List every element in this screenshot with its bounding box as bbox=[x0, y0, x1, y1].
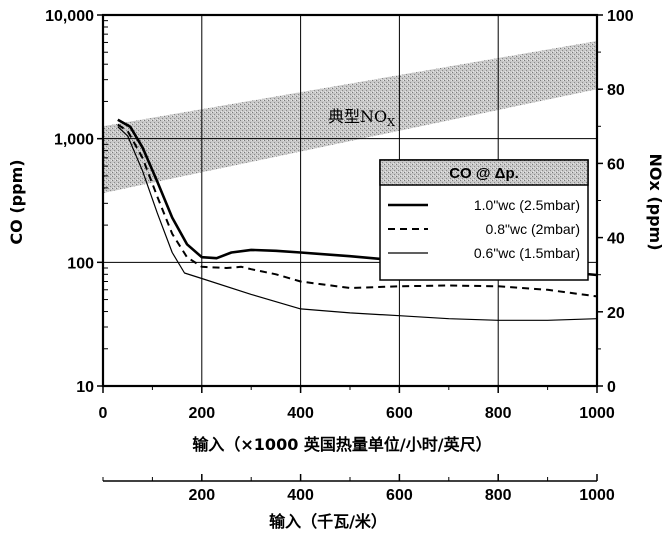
right-tick-label: 60 bbox=[607, 156, 625, 173]
x-tick-label: 800 bbox=[485, 405, 512, 422]
right-tick-label: 40 bbox=[607, 231, 625, 248]
secondary-tick-label: 400 bbox=[287, 487, 314, 504]
left-tick-label: 100 bbox=[67, 255, 94, 272]
series-line-2 bbox=[117, 126, 598, 321]
secondary-tick-label: 800 bbox=[485, 487, 512, 504]
x-axis-title: 输入（×1000 英国热量单位/小时/英尺） bbox=[192, 435, 491, 454]
left-tick-label: 10 bbox=[76, 379, 94, 396]
secondary-tick-label: 1000 bbox=[579, 487, 615, 504]
secondary-tick-label: 600 bbox=[386, 487, 413, 504]
y-axis-left-title: CO (ppm) bbox=[7, 159, 26, 244]
x-axis-secondary-title: 输入（千瓦/米） bbox=[269, 512, 387, 531]
legend-entry-1: 0.8"wc (2mbar) bbox=[486, 221, 580, 237]
legend-entry-2: 0.6"wc (1.5mbar) bbox=[474, 245, 580, 261]
x-tick-label: 1000 bbox=[579, 405, 615, 422]
x-tick-label: 600 bbox=[386, 405, 413, 422]
nox-band bbox=[103, 40, 597, 194]
secondary-tick-label: 200 bbox=[188, 487, 215, 504]
left-tick-label: 1,000 bbox=[54, 132, 94, 149]
x-tick-label: 0 bbox=[99, 405, 108, 422]
x-tick-label: 400 bbox=[287, 405, 314, 422]
x-tick-label: 200 bbox=[188, 405, 215, 422]
legend-title: CO @ Δp. bbox=[449, 165, 519, 182]
right-tick-label: 80 bbox=[607, 82, 625, 99]
right-tick-label: 100 bbox=[607, 8, 634, 25]
legend-header bbox=[379, 159, 589, 186]
y-axis-right-title: NOx (ppm) bbox=[646, 153, 665, 250]
series-line-1 bbox=[117, 123, 598, 298]
left-tick-label: 10,000 bbox=[45, 8, 94, 25]
right-tick-label: 0 bbox=[607, 379, 616, 396]
legend-entry-0: 1.0"wc (2.5mbar) bbox=[474, 197, 580, 213]
nox-band-label: 典型NOX bbox=[328, 107, 395, 129]
right-tick-label: 20 bbox=[607, 305, 625, 322]
